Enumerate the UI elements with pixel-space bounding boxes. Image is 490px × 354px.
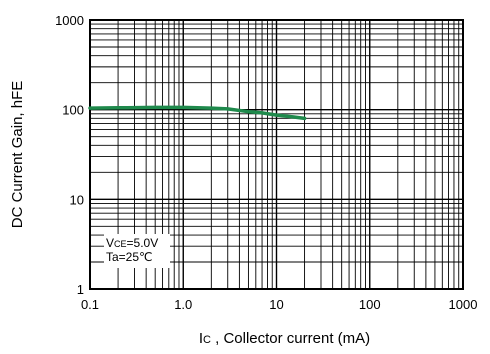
y-tick-label: 10 xyxy=(70,192,84,207)
y-tick-label: 100 xyxy=(62,103,84,118)
y-axis-title: DC Current Gain, hFE xyxy=(9,81,26,229)
y-tick-labels: 1 10 100 1000 xyxy=(55,13,84,297)
annotation-ta: Ta=25℃ xyxy=(106,250,153,264)
x-tick-label: 10 xyxy=(269,297,283,312)
x-tick-label: 1.0 xyxy=(174,297,192,312)
x-tick-label: 1000 xyxy=(449,297,478,312)
x-tick-label: 100 xyxy=(359,297,381,312)
y-tick-label: 1000 xyxy=(55,13,84,28)
x-tick-label: 0.1 xyxy=(81,297,99,312)
annotation-box: VCE=5.0V Ta=25℃ xyxy=(104,234,170,268)
annotation-vce: VCE=5.0V xyxy=(106,236,158,250)
x-axis-title: IC , Collector current (mA) xyxy=(199,330,370,347)
x-tick-labels: 0.1 1.0 10 100 1000 xyxy=(81,297,478,312)
y-tick-label: 1 xyxy=(77,282,84,297)
